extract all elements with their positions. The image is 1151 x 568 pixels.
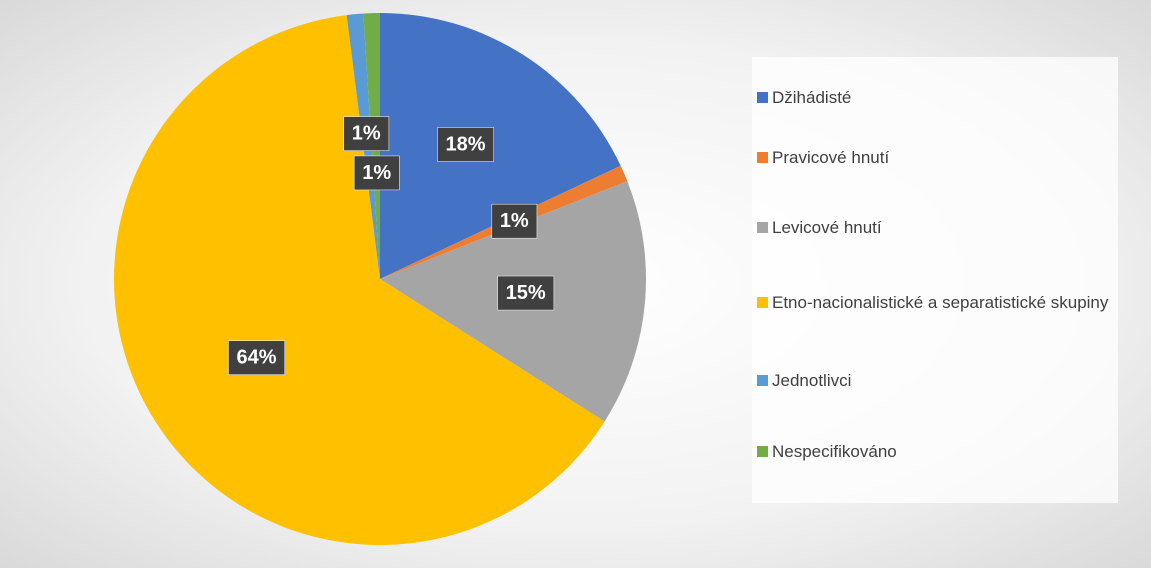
value-label: 1%: [353, 155, 400, 191]
value-label-text: 15%: [506, 282, 546, 304]
label-box: [228, 340, 285, 375]
legend-label: Nespecifikováno: [772, 442, 897, 461]
legend-label: Levicové hnutí: [772, 218, 882, 237]
label-box: [343, 116, 390, 151]
label-box: [353, 155, 400, 191]
legend-item: Džihádisté: [757, 85, 1122, 110]
value-label-text: 18%: [446, 134, 486, 156]
legend-label: Etno-nacionalistické a separatistické sk…: [772, 293, 1109, 312]
pie-slice: [114, 15, 605, 546]
label-box: [491, 203, 538, 239]
legend-swatch: [757, 92, 768, 103]
label-box: [437, 127, 494, 162]
value-label: 18%: [437, 127, 494, 162]
legend-label: Džihádisté: [772, 88, 852, 107]
label-box: [497, 275, 555, 311]
value-label: 64%: [228, 340, 285, 375]
value-label-text: 1%: [362, 162, 391, 184]
value-label-text: 64%: [236, 347, 276, 369]
legend-item: Nespecifikováno: [757, 439, 1122, 464]
pie-slice: [380, 13, 621, 279]
legend-swatch: [757, 222, 768, 233]
legend-label: Pravicové hnutí: [772, 148, 890, 167]
value-label-text: 1%: [500, 210, 529, 232]
legend-item: Jednotlivci: [757, 368, 1122, 393]
legend-item: Pravicové hnutí: [757, 145, 1122, 170]
value-label: 1%: [343, 116, 390, 151]
legend-swatch: [757, 375, 768, 386]
legend-swatch: [757, 446, 768, 457]
value-label: 15%: [497, 275, 555, 311]
legend-label: Jednotlivci: [772, 371, 852, 390]
value-label-text: 1%: [352, 123, 381, 145]
legend-swatch: [757, 152, 768, 163]
legend-item: Levicové hnutí: [757, 215, 1122, 240]
legend-item: Etno-nacionalistické a separatistické sk…: [757, 290, 1122, 315]
value-label: 1%: [491, 203, 538, 239]
legend-swatch: [757, 297, 768, 308]
legend: Džihádisté Pravicové hnutí Levicové hnutí E…: [752, 57, 1118, 503]
